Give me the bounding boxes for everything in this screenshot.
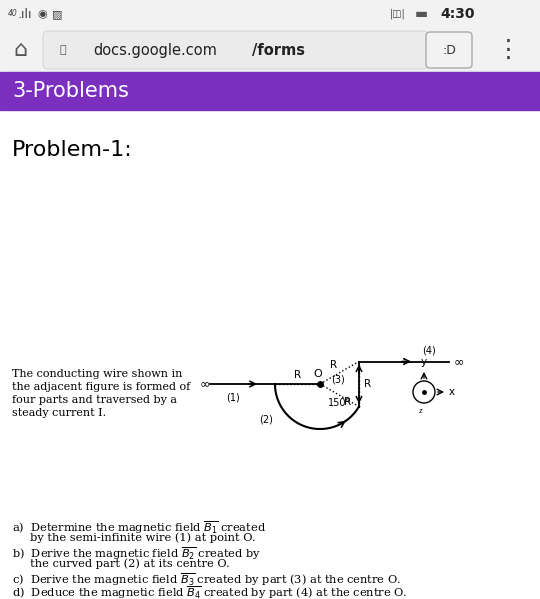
Text: docs.google.com: docs.google.com [93,43,217,58]
Bar [0,72,540,110]
Text: ◉: ◉ [37,9,47,19]
Text: R: R [330,360,338,370]
Text: x: x [449,387,455,397]
Text: 3-Problems: 3-Problems [12,81,129,101]
Text: ∞: ∞ [454,355,464,368]
Text: y: y [421,357,427,367]
Text: by the semi-infinite wire (1) at point O.: by the semi-infinite wire (1) at point O… [12,532,255,543]
Text: b)  Derive the magnetic field $\overline{B_2}$ created by: b) Derive the magnetic field $\overline{… [12,545,261,562]
Text: ▨: ▨ [52,9,63,19]
Text: |◫|: |◫| [390,9,406,19]
Text: /forms: /forms [252,43,305,58]
Text: (1): (1) [226,392,240,402]
Text: R: R [345,397,352,407]
Bar [0,110,540,599]
Text: the curved part (2) at its centre O.: the curved part (2) at its centre O. [12,558,229,568]
Text: 🔒: 🔒 [60,45,66,55]
Text: (3): (3) [331,374,345,384]
Text: ▬: ▬ [415,7,428,21]
FancyBboxPatch shape [426,32,472,68]
Text: 150°: 150° [328,398,351,408]
Bar [0,28,540,72]
Text: ⋮: ⋮ [496,38,521,62]
Text: R: R [294,370,301,380]
Text: a)  Determine the magnetic field $\overline{B_1}$ created: a) Determine the magnetic field $\overli… [12,519,266,536]
Text: z: z [419,408,423,414]
Text: the adjacent figure is formed of: the adjacent figure is formed of [12,382,190,392]
Text: R: R [364,379,371,389]
Text: ⌂: ⌂ [13,40,27,60]
Text: 40: 40 [8,10,18,19]
Text: The conducting wire shown in: The conducting wire shown in [12,369,183,379]
Text: .ılı: .ılı [18,8,32,20]
FancyBboxPatch shape [43,31,428,69]
Bar [0,0,540,28]
Text: Problem-1:: Problem-1: [12,140,133,160]
Text: (2): (2) [259,415,273,425]
Text: O: O [314,369,322,379]
Text: c)  Derive the magnetic field $\overline{B_3}$ created by part (3) at the centre: c) Derive the magnetic field $\overline{… [12,571,401,588]
Text: ∞: ∞ [200,377,210,391]
Text: d)  Deduce the magnetic field $\overline{B_4}$ created by part (4) at the centre: d) Deduce the magnetic field $\overline{… [12,584,408,599]
Text: (4): (4) [422,346,436,355]
Text: :D: :D [442,44,456,56]
Text: four parts and traversed by a: four parts and traversed by a [12,395,177,405]
Text: steady current I.: steady current I. [12,408,106,418]
Text: 4:30: 4:30 [440,7,475,21]
